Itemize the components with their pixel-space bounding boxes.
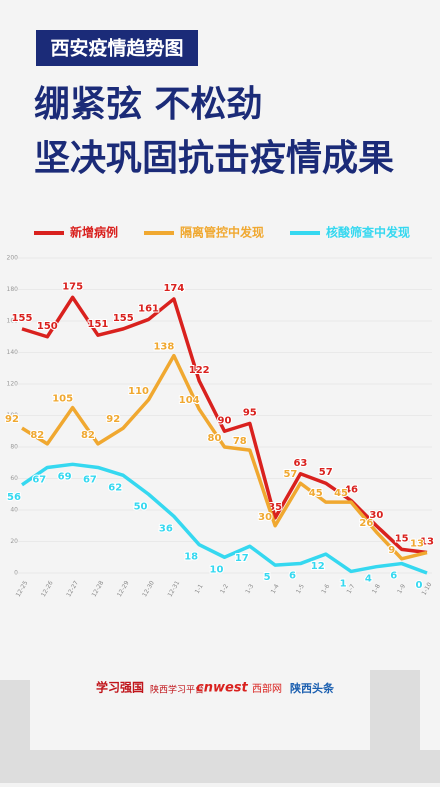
tag-box (36, 30, 198, 66)
x-tick-label: 1-3 (244, 583, 255, 595)
data-label: 6 (390, 571, 397, 582)
data-label: 45 (309, 488, 323, 499)
data-label: 151 (88, 319, 109, 330)
data-label: 175 (62, 281, 83, 292)
x-tick-label: 1-5 (295, 583, 306, 595)
x-tick-label: 1-9 (396, 583, 407, 595)
data-label: 110 (128, 386, 149, 397)
data-label: 82 (81, 430, 95, 441)
data-label: 57 (283, 469, 297, 480)
data-label: 67 (32, 474, 46, 485)
data-label: 13 (410, 539, 424, 550)
x-tick-label: 1-8 (371, 583, 382, 595)
skyline (0, 670, 440, 783)
data-label: 90 (218, 415, 232, 426)
y-tick-label: 200 (7, 255, 19, 262)
data-label: 12 (311, 561, 325, 572)
data-label: 45 (334, 488, 348, 499)
footer-logo: 陕西学习平台 (150, 684, 204, 696)
data-label: 46 (344, 485, 358, 496)
data-label: 155 (113, 313, 134, 324)
data-label: 82 (30, 430, 44, 441)
data-label: 5 (264, 572, 271, 583)
x-tick-label: 1-2 (219, 583, 230, 595)
y-tick-label: 140 (7, 349, 19, 356)
series-line (21, 353, 428, 561)
data-label: 92 (106, 414, 120, 425)
series-line (21, 462, 428, 575)
data-label: 26 (359, 518, 373, 529)
legend-label: 新增病例 (70, 225, 118, 240)
data-label: 13 (420, 537, 434, 548)
series-line (21, 295, 428, 555)
data-label: 95 (243, 407, 257, 418)
data-label: 18 (184, 552, 198, 563)
data-label: 122 (189, 365, 210, 376)
footer-logo: 陕西头条 (290, 681, 335, 695)
data-label: 92 (5, 414, 19, 425)
data-label: 63 (293, 458, 307, 469)
data-label: 78 (233, 436, 247, 447)
data-label: 105 (52, 394, 73, 405)
y-tick-label: 100 (7, 412, 19, 419)
y-tick-label: 160 (7, 318, 19, 325)
y-tick-label: 120 (7, 381, 19, 388)
legend-label: 核酸筛查中发现 (326, 225, 410, 240)
x-tick-label: 1-4 (270, 583, 281, 595)
data-label: 155 (12, 313, 33, 324)
data-label: 15 (395, 533, 409, 544)
tag: 西安疫情趋势图 (50, 37, 183, 60)
data-label: 69 (58, 471, 72, 482)
data-label: 80 (208, 433, 222, 444)
data-label: 0 (416, 580, 423, 591)
data-label: 1 (340, 578, 347, 589)
y-tick-label: 180 (7, 286, 19, 293)
data-label: 56 (7, 492, 21, 503)
footer-logo: 西部网 (252, 682, 282, 695)
data-label: 50 (134, 501, 148, 512)
data-label: 161 (138, 303, 159, 314)
data-label: 30 (258, 512, 272, 523)
title-line: 绷紧弦 不松劲 (34, 84, 263, 125)
data-label: 138 (153, 342, 174, 353)
legend-label: 隔离管控中发现 (180, 225, 264, 240)
x-tick-label: 1-6 (320, 583, 331, 595)
data-label: 67 (83, 474, 97, 485)
data-label: 57 (319, 467, 333, 478)
x-tick-label: 1-7 (346, 583, 357, 595)
data-label: 30 (369, 510, 383, 521)
data-label: 104 (179, 395, 200, 406)
data-label: 6 (289, 571, 296, 582)
data-label: 9 (388, 545, 395, 556)
data-label: 10 (210, 564, 224, 575)
footer-logo: 学习强国 (96, 680, 144, 695)
title-line: 坚决巩固抗击疫情成果 (34, 137, 394, 179)
x-tick-label: 1-1 (194, 583, 205, 595)
footer-logo: cnwest (196, 681, 249, 696)
data-label: 17 (235, 553, 249, 564)
data-label: 36 (159, 523, 173, 534)
data-label: 150 (37, 321, 58, 332)
data-label: 174 (163, 283, 184, 294)
data-label: 62 (108, 482, 122, 493)
data-label: 4 (365, 574, 372, 585)
